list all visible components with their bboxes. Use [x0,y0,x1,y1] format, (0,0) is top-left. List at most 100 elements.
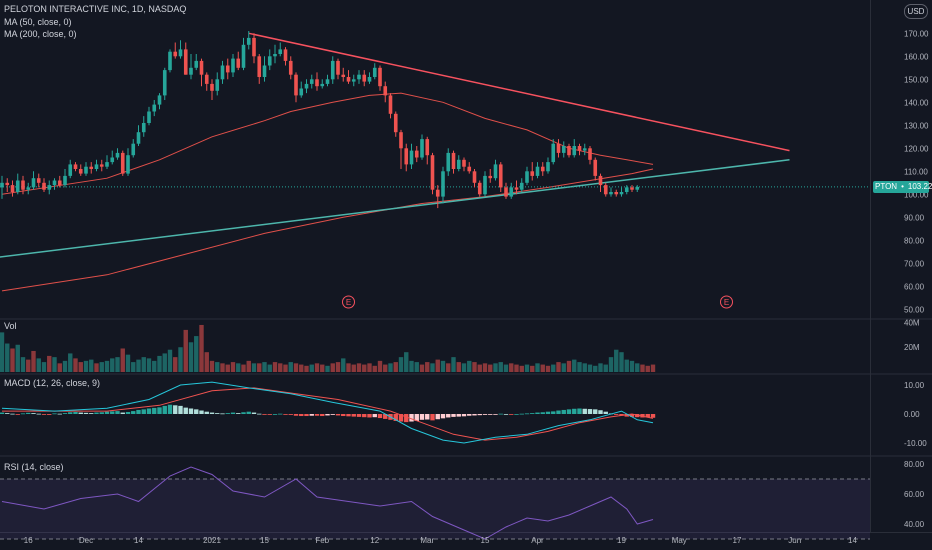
volume-bar [78,362,83,372]
candle [477,180,482,197]
price-tick-label: 70.00 [904,259,925,268]
candle-body [430,155,435,190]
candle [362,70,367,87]
volume-bar [398,357,404,372]
volume-bar [351,364,356,372]
volume-bar [236,363,241,372]
candle-body [273,54,277,57]
macd-histogram-bar [194,409,199,414]
macd-histogram-bar [215,413,220,414]
candle [456,155,461,172]
macd-histogram-bar [629,414,635,417]
macd-histogram-bar [414,414,419,421]
candle-body [493,164,498,179]
macd-histogram-bar [36,413,41,415]
candle-body [162,70,167,96]
volume-bar [425,362,430,372]
macd-histogram-bar [115,411,120,414]
volume-bar [141,357,146,372]
macd-histogram-bar [157,407,162,414]
candle-body [362,74,367,82]
macd-histogram-bar [41,414,47,415]
currency-badge[interactable]: USD [904,4,928,19]
time-tick-label: 16 [24,536,33,545]
candle [519,178,524,192]
candle-body [393,113,398,133]
candle [393,111,398,137]
macd-histogram-bar [419,414,425,420]
candle-body [582,148,587,151]
candle [341,67,346,82]
candle-body [540,166,545,172]
volume-pane[interactable] [0,324,656,372]
candle [624,185,629,195]
candle-body [84,166,88,174]
candle [136,125,141,146]
macd-histogram-bar [566,409,572,414]
candle-body [288,60,293,75]
candle-body [567,146,571,156]
rsi-pane[interactable] [0,466,870,540]
volume-bar [335,362,341,372]
candle-body [609,192,613,195]
candle [215,72,220,96]
candle-body [126,155,130,174]
candle-body [341,74,346,77]
candle [357,70,361,84]
volume-bar [446,363,451,372]
candle-body [477,182,482,195]
rsi-pane-label[interactable]: RSI (14, close) [4,462,64,472]
ma200-legend[interactable]: MA (200, close, 0) [4,29,77,39]
volume-bar [650,364,656,372]
candle [372,63,377,80]
volume-bar [68,353,73,372]
volume-bar [83,360,89,372]
volume-bar [624,359,629,372]
earnings-marker: E [342,295,355,309]
candle-body [409,150,414,165]
volume-bar [598,363,603,372]
price-tick-label: 60.00 [904,282,925,291]
candle-body [325,79,330,84]
candle [199,58,204,87]
candle-body [267,56,272,66]
macd-histogram-bar [393,414,398,421]
volume-pane-label[interactable]: Vol [4,321,17,331]
candle-body [220,65,225,80]
symbol-title[interactable]: PELOTON INTERACTIVE INC, 1D, NASDAQ [4,4,187,14]
candle-body [152,104,157,112]
volume-bar [561,363,566,372]
resistance-trendline [248,32,790,152]
candle-body [99,164,104,167]
candle-body [210,83,214,91]
volume-bar [178,347,183,372]
candle [31,171,36,190]
candle-body [204,74,209,84]
candle [52,178,57,190]
price-tick-label: 150.00 [904,75,929,84]
candle [168,49,172,73]
candle [525,166,529,186]
time-tick-label: 17 [733,536,742,545]
candle-body [131,143,136,156]
macd-histogram-bar [225,413,230,414]
macd-pane-label[interactable]: MACD (12, 26, close, 9) [4,378,101,388]
candle [446,148,451,176]
volume-bar [367,363,372,372]
macd-histogram-bar [514,414,519,415]
volume-bar [503,364,509,372]
macd-histogram-bar [288,414,293,415]
candle-body [451,152,456,169]
candle-body [519,182,524,190]
macd-histogram-bar [136,409,141,414]
candle-body [26,187,31,190]
price-tick-label: 140.00 [904,98,929,107]
macd-pane[interactable] [0,381,656,444]
candle-body [619,192,624,195]
candle-body [141,123,146,133]
ma50-legend[interactable]: MA (50, close, 0) [4,17,72,27]
volume-bar [530,365,535,372]
candle-body [320,83,325,87]
